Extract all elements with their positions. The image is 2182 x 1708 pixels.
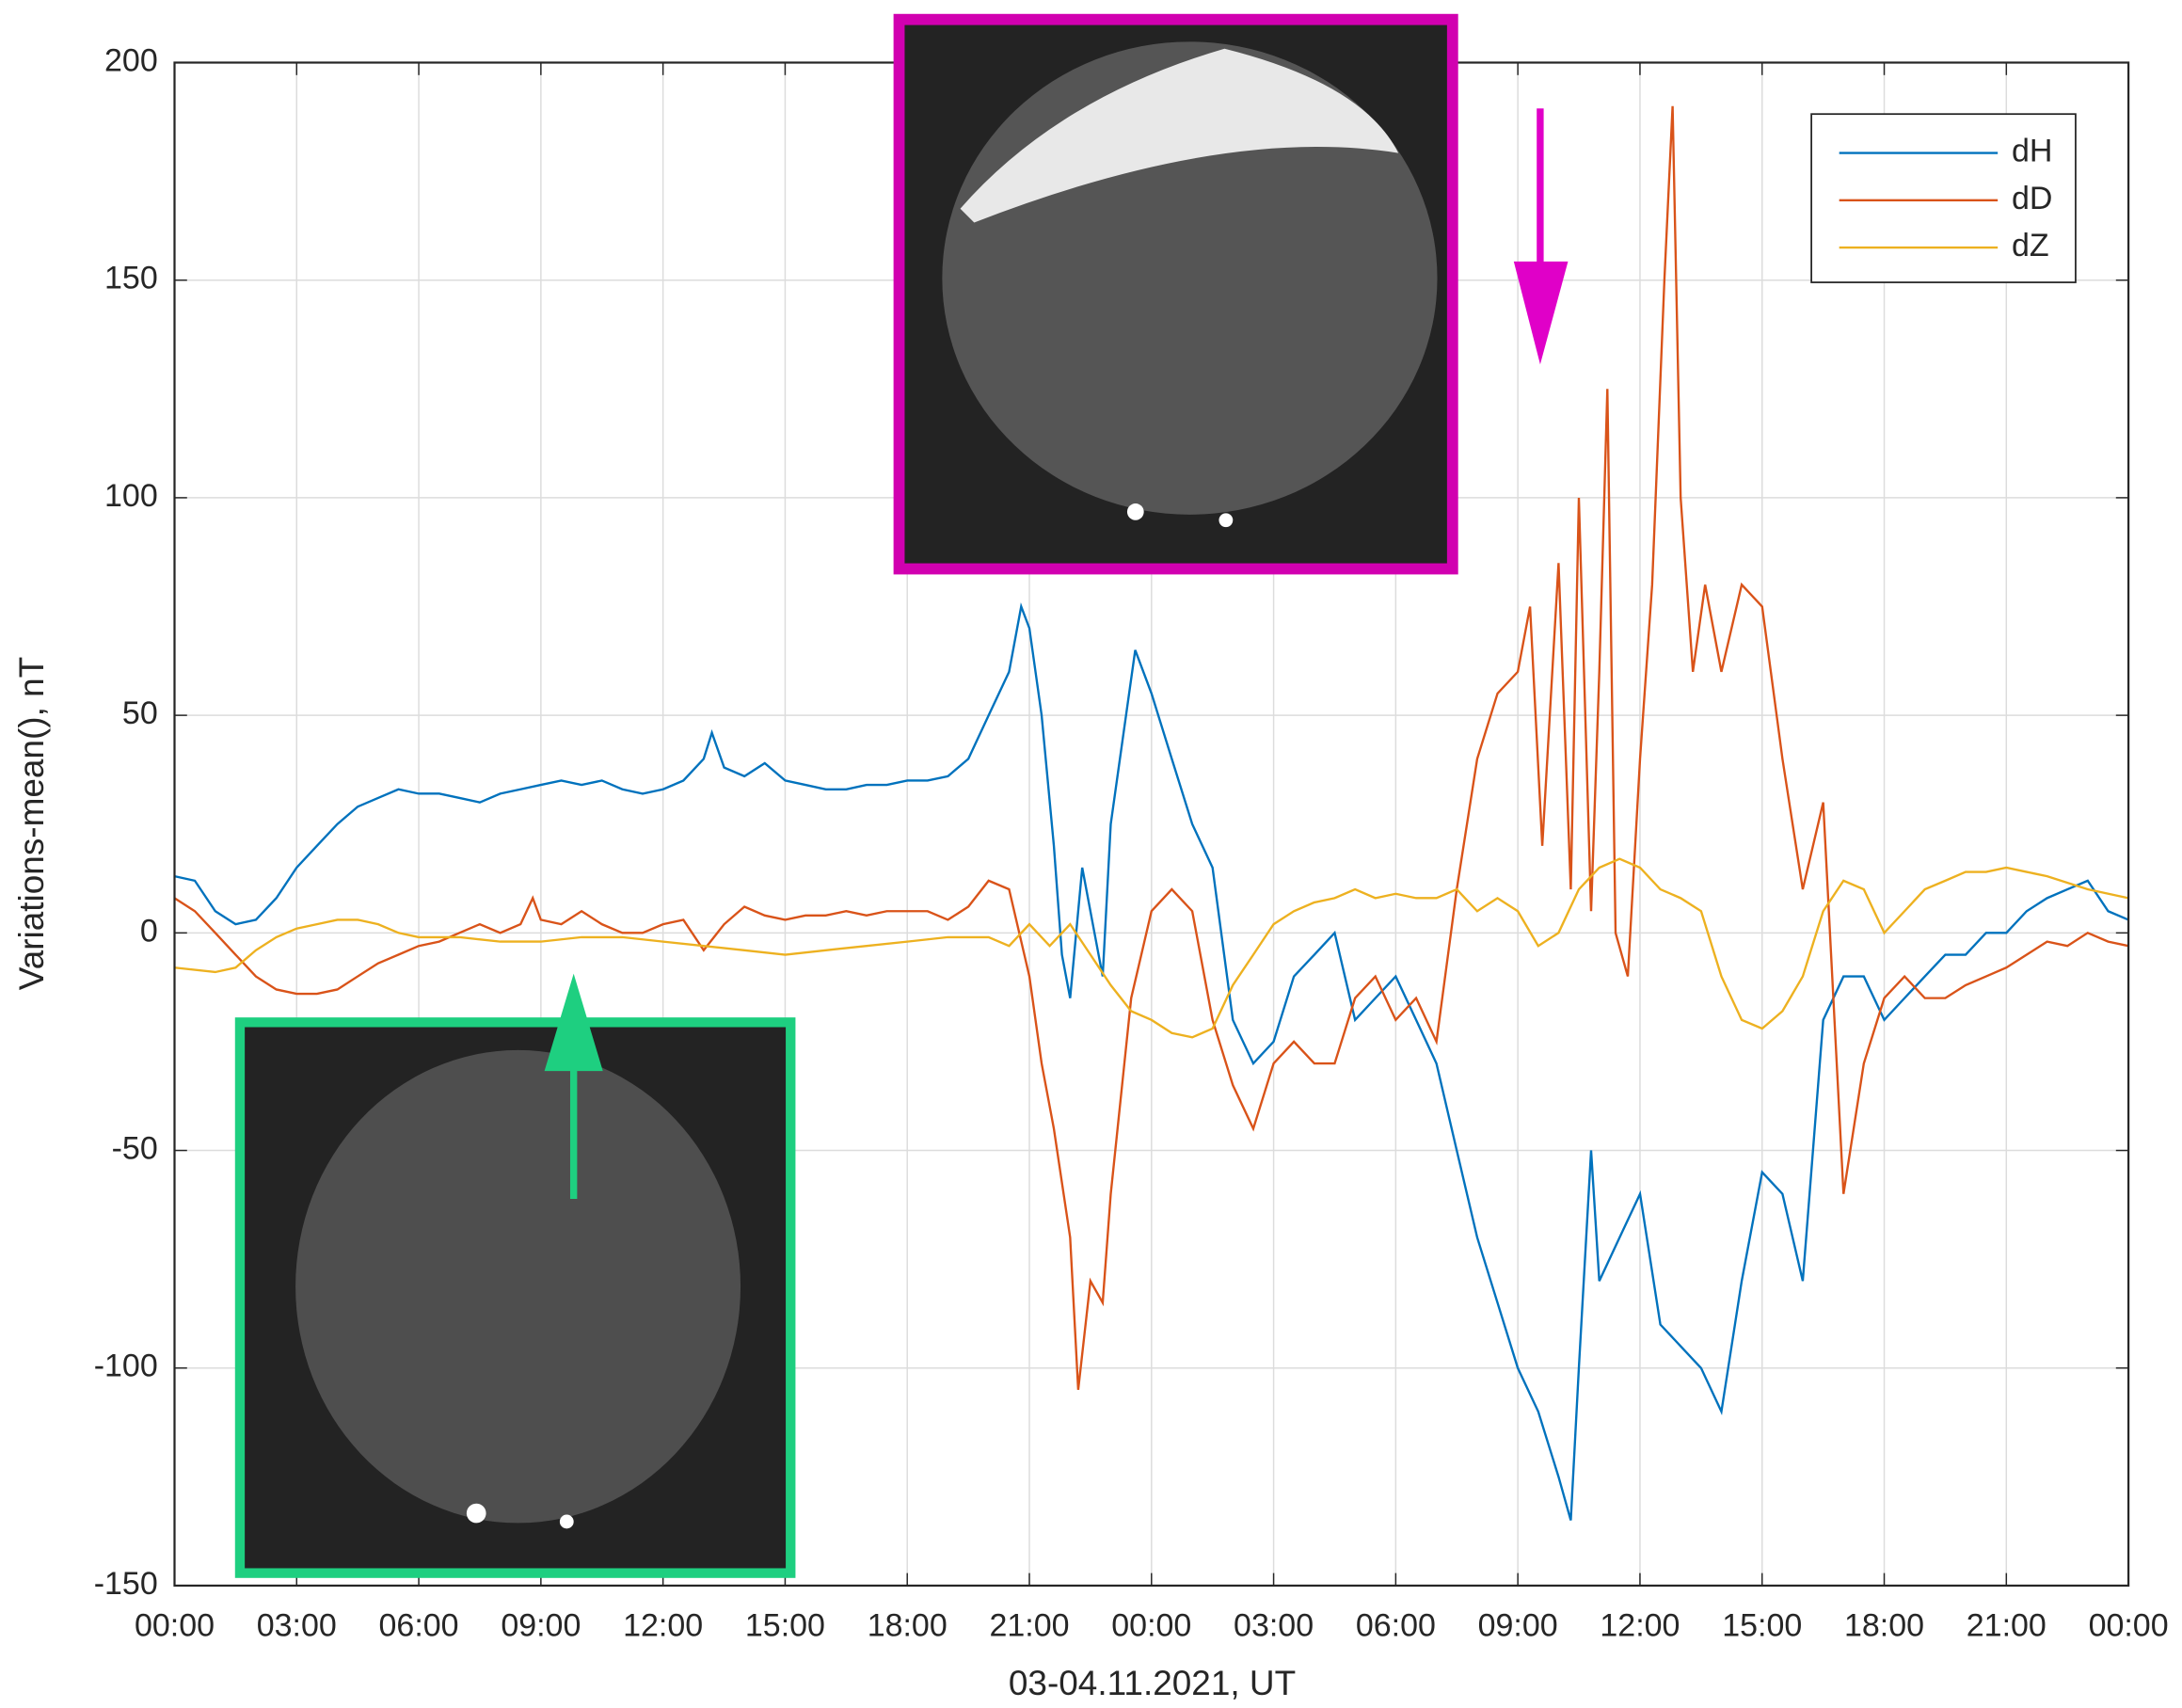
x-tick-label: 00:00: [1111, 1607, 1191, 1643]
y-tick-label: -100: [94, 1349, 158, 1384]
legend-label: dZ: [2012, 228, 2049, 263]
x-tick-label: 06:00: [1356, 1607, 1436, 1643]
x-tick-label: 12:00: [1600, 1607, 1680, 1643]
x-tick-label: 00:00: [135, 1607, 215, 1643]
y-tick-label: -50: [112, 1131, 158, 1167]
arrow-green-head: [544, 973, 603, 1072]
x-tick-label: 18:00: [868, 1607, 948, 1643]
lines: [173, 105, 2129, 1521]
series-line: [174, 602, 2129, 1521]
x-axis-label: 03-04.11.2021, UT: [1009, 1664, 1296, 1702]
inset-top: [893, 13, 1458, 575]
x-tick-label: 09:00: [1478, 1607, 1558, 1643]
x-tick-label: 15:00: [745, 1607, 825, 1643]
series-line: [174, 857, 2129, 1039]
y-tick-label: 0: [140, 913, 158, 949]
legend: dH dD dZ: [1810, 113, 2077, 283]
series-line: [173, 105, 2129, 1390]
x-tick-label: 00:00: [2089, 1607, 2169, 1643]
arrow-magenta-head: [1513, 261, 1569, 365]
x-tick-label: 06:00: [379, 1607, 459, 1643]
y-tick-label: 50: [122, 695, 158, 731]
x-tick-label: 03:00: [257, 1607, 337, 1643]
x-tick-label: 21:00: [1967, 1607, 2047, 1643]
x-tick-label: 03:00: [1234, 1607, 1314, 1643]
inset-bottom: [234, 1017, 796, 1578]
legend-label: dD: [2012, 181, 2052, 216]
y-tick-label: 200: [104, 42, 158, 78]
y-tick-label: 150: [104, 261, 158, 296]
x-tick-label: 21:00: [989, 1607, 1069, 1643]
x-tick-label: 09:00: [501, 1607, 581, 1643]
legend-label: dH: [2012, 134, 2052, 169]
x-tick-label: 15:00: [1722, 1607, 1802, 1643]
y-tick-label: -150: [94, 1566, 158, 1602]
y-axis-label: Variations-mean(), nT: [12, 657, 51, 990]
x-tick-label: 18:00: [1844, 1607, 1924, 1643]
y-tick-label: 100: [104, 478, 158, 514]
x-tick-label: 12:00: [623, 1607, 703, 1643]
